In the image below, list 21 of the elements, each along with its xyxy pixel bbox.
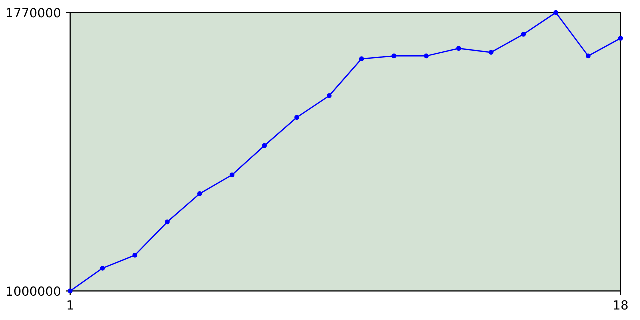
point [326,94,332,98]
point [294,115,300,120]
point [359,56,364,62]
y-tick-label: 1000000 [7,286,61,296]
point [392,54,397,59]
point [488,50,494,55]
point [586,54,591,59]
point [521,32,526,37]
point [456,46,462,52]
x-tick-label: 18 [614,300,628,310]
point [197,192,202,196]
point [424,54,429,59]
point [554,10,558,16]
x-tick-label: 1 [68,300,74,310]
point [100,266,106,271]
point [618,36,624,41]
point [230,172,235,178]
y-tick-label: 1770000 [7,8,61,18]
point [132,252,138,258]
point [262,143,268,148]
point [165,220,170,225]
